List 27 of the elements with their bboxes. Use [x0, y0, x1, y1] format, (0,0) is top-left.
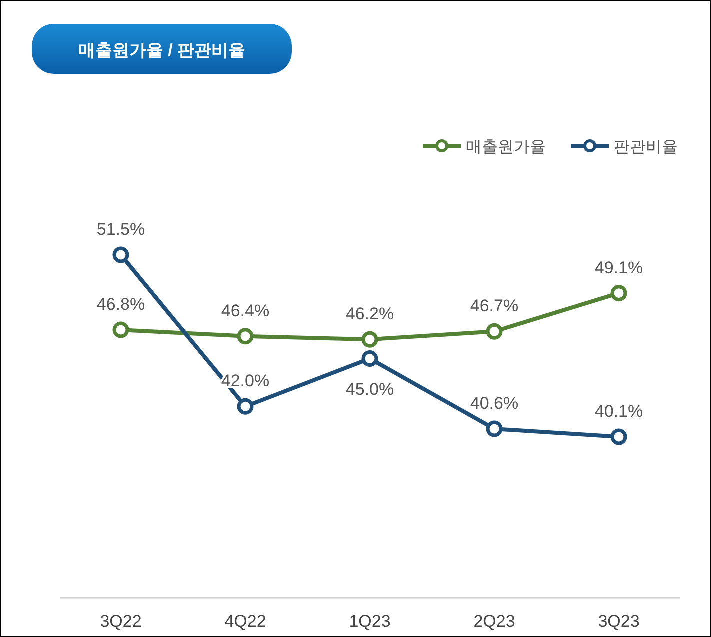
- x-tick-label: 4Q22: [224, 612, 266, 631]
- x-tick-label: 3Q23: [598, 612, 640, 631]
- data-label: 40.6%: [470, 394, 519, 414]
- point: [610, 285, 628, 302]
- data-label: 45.0%: [346, 380, 394, 399]
- data-label: 46.2%: [346, 304, 394, 324]
- legend-label: 매출원가율: [466, 139, 546, 156]
- data-label: 40.1%: [594, 402, 644, 421]
- point: [362, 331, 378, 348]
- data-label: 46.7%: [470, 296, 519, 316]
- point: [486, 323, 503, 340]
- point: [237, 398, 254, 415]
- point: [112, 246, 130, 264]
- data-label: 46.8%: [96, 295, 146, 314]
- x-tick-label: 3Q22: [100, 612, 142, 631]
- point: [486, 420, 503, 438]
- data-label: 46.4%: [221, 301, 270, 320]
- data-label: 49.1%: [594, 258, 644, 278]
- data-label: 51.5%: [96, 220, 146, 239]
- point: [610, 428, 628, 446]
- x-tick-label: 1Q23: [349, 612, 391, 631]
- point: [362, 350, 378, 368]
- point: [237, 328, 254, 345]
- point: [112, 322, 130, 338]
- x-tick-label: 2Q23: [474, 612, 516, 631]
- chart-title: 매출원가율 / 판관비율: [78, 41, 246, 60]
- legend-label: 판관비율: [614, 139, 678, 156]
